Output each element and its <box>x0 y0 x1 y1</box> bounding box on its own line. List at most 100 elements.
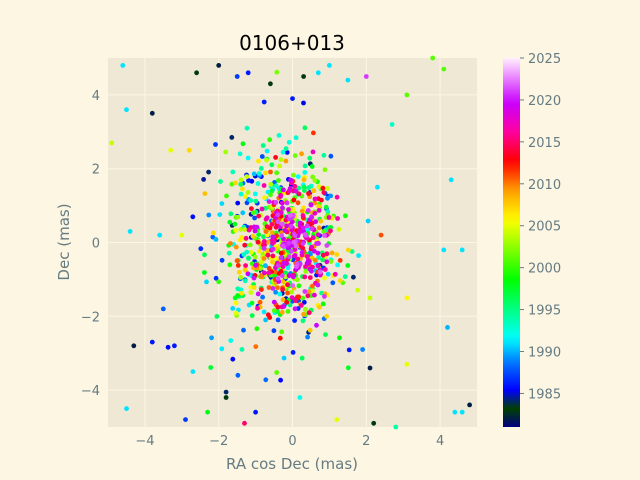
data-point <box>310 149 316 155</box>
data-point <box>363 74 369 79</box>
data-point <box>290 96 295 101</box>
data-point <box>299 355 305 361</box>
data-point <box>256 171 262 176</box>
data-point <box>284 200 290 206</box>
data-point <box>264 215 270 221</box>
data-point <box>233 310 239 316</box>
data-point <box>280 287 285 292</box>
data-point <box>190 369 196 374</box>
data-point <box>293 243 299 249</box>
data-point <box>285 309 291 314</box>
data-point <box>448 177 454 183</box>
data-point <box>277 163 283 169</box>
data-point <box>346 247 351 253</box>
data-point <box>302 307 308 312</box>
data-points <box>109 55 472 430</box>
data-point <box>334 417 340 422</box>
data-point <box>243 267 248 273</box>
data-point <box>346 347 352 353</box>
data-point <box>311 130 316 136</box>
data-point <box>274 69 280 75</box>
data-point <box>287 213 293 218</box>
y-tick-label: −2 <box>81 310 100 325</box>
data-point <box>238 191 244 197</box>
data-point <box>332 271 338 277</box>
data-point <box>206 169 212 175</box>
data-point <box>246 255 251 261</box>
data-point <box>314 241 319 246</box>
data-point <box>201 177 207 182</box>
data-point <box>355 287 361 293</box>
data-point <box>216 279 222 285</box>
data-point <box>249 206 254 212</box>
data-point <box>265 239 271 245</box>
data-point <box>292 233 298 239</box>
data-point <box>304 223 310 229</box>
data-point <box>345 365 351 371</box>
data-point <box>430 55 436 61</box>
data-point <box>297 220 303 226</box>
data-point <box>270 241 275 246</box>
data-point <box>351 274 356 280</box>
data-point <box>309 244 314 250</box>
data-point <box>309 214 314 220</box>
data-point <box>219 257 225 263</box>
data-point <box>259 154 265 159</box>
data-point <box>334 194 340 200</box>
data-point <box>273 200 279 205</box>
data-point <box>262 195 267 201</box>
data-point <box>256 232 262 238</box>
data-point <box>278 210 284 215</box>
data-point <box>186 147 192 153</box>
data-point <box>404 295 410 301</box>
data-point <box>237 151 243 157</box>
data-point <box>279 309 285 315</box>
data-point <box>233 180 238 186</box>
data-point <box>291 172 296 178</box>
data-point <box>268 81 273 87</box>
data-point <box>310 235 316 241</box>
data-point <box>279 273 285 279</box>
data-point <box>324 259 330 265</box>
data-point <box>303 269 309 274</box>
data-point <box>251 171 257 177</box>
data-point <box>290 274 296 280</box>
data-point <box>295 256 301 262</box>
data-point <box>264 224 270 230</box>
data-point <box>251 285 257 290</box>
data-point <box>227 262 233 268</box>
x-tick-label: 4 <box>436 434 444 449</box>
data-point <box>230 356 236 362</box>
data-point <box>259 206 265 212</box>
data-point <box>249 300 255 306</box>
x-axis-ticks: −4 −2 0 2 4 <box>135 434 444 449</box>
data-point <box>321 229 327 234</box>
y-tick-label: 4 <box>92 89 100 104</box>
colorbar-tick-label: 2010 <box>528 178 561 193</box>
data-point <box>268 169 273 175</box>
data-point <box>311 188 317 194</box>
data-point <box>165 344 171 350</box>
data-point <box>296 185 302 191</box>
data-point <box>315 282 321 288</box>
data-point <box>241 252 247 257</box>
data-point <box>286 139 292 145</box>
data-point <box>281 244 286 249</box>
data-point <box>292 306 298 312</box>
data-point <box>452 409 458 415</box>
data-point <box>219 346 225 352</box>
data-point <box>323 332 328 337</box>
data-point <box>270 246 276 252</box>
data-point <box>316 184 322 190</box>
data-point <box>239 347 245 352</box>
y-axis-ticks: −4 −2 0 2 4 <box>81 89 100 399</box>
data-point <box>365 218 371 224</box>
data-point <box>246 178 251 183</box>
data-point <box>271 308 277 313</box>
data-point <box>343 213 348 219</box>
data-point <box>124 406 129 411</box>
data-point <box>277 335 283 341</box>
data-point <box>320 252 326 258</box>
data-point <box>301 100 306 106</box>
data-point <box>232 221 238 227</box>
